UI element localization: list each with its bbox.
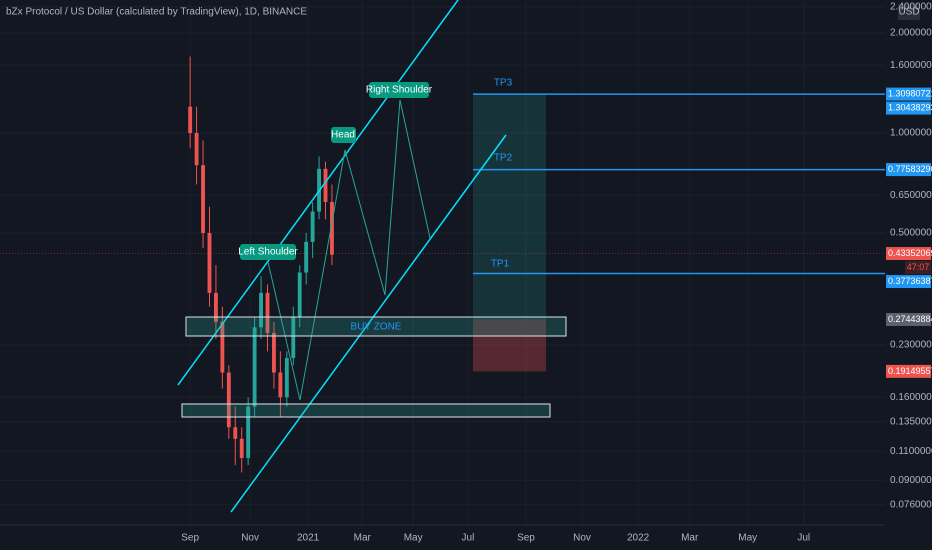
annotation-bg	[369, 82, 429, 98]
price-label: 1.30438293	[888, 102, 932, 112]
tp-label: TP2	[494, 153, 513, 164]
y-tick-label: 0.16000000	[890, 392, 932, 403]
price-label-bg	[886, 101, 931, 115]
y-tick-label: 0.11000000	[890, 446, 932, 457]
y-tick-label: 0.09000000	[890, 475, 932, 486]
candle-body	[226, 372, 231, 428]
y-tick-label: 0.50000000	[890, 228, 932, 239]
candle-body	[291, 316, 296, 359]
price-label-bg	[886, 275, 931, 289]
x-tick-label: Jul	[797, 533, 810, 544]
candle-body	[252, 327, 257, 407]
price-label-bg	[886, 163, 931, 177]
channel-lower	[230, 134, 507, 513]
price-label: 0.43352069	[888, 248, 932, 258]
y-tick-label: 1.60000000	[890, 60, 932, 71]
countdown-bg	[905, 261, 931, 275]
y-tick-label: 2.00000000	[890, 28, 932, 39]
tp-label: TP1	[491, 259, 510, 270]
x-tick-label: Jul	[462, 533, 475, 544]
annotation: Head	[331, 130, 355, 141]
x-tick-label: 2021	[297, 533, 320, 544]
candle-body	[330, 201, 334, 255]
price-label-bg	[886, 312, 931, 326]
candle-body	[323, 168, 328, 202]
price-label-bg	[886, 247, 931, 261]
countdown: 47:07	[907, 262, 930, 272]
buy-zone-label: BUY ZONE	[351, 322, 402, 333]
y-tick-label: 0.13500000	[890, 416, 932, 427]
x-tick-label: May	[738, 533, 757, 544]
candle-body	[194, 133, 199, 166]
candle-body	[246, 406, 251, 459]
axis-labels: 2.40000000 2.00000000 1.60000000 1.00000000…	[181, 1, 932, 543]
price-label-bg	[886, 87, 931, 101]
x-tick-label: 2022	[627, 533, 650, 544]
candle-body	[233, 427, 238, 439]
y-tick-label: 0.07600000	[890, 499, 932, 510]
profit-zone	[473, 94, 546, 320]
candle-body	[297, 272, 302, 317]
candle-body	[220, 321, 225, 373]
y-tick-label: 1.00000000	[890, 128, 932, 139]
candle-body	[188, 106, 193, 134]
y-tick-label: 2.40000000	[890, 1, 932, 12]
candle-body	[207, 232, 212, 293]
candle-body	[304, 241, 309, 273]
chart-title: bZx Protocol / US Dollar (calculated by …	[6, 7, 307, 18]
candle-body	[272, 332, 276, 373]
currency-badge	[898, 4, 920, 20]
candle-body	[265, 292, 270, 333]
price-label-bg	[886, 364, 931, 378]
x-tick-label: May	[404, 533, 423, 544]
currency: USD	[898, 7, 919, 18]
x-tick-label: Nov	[241, 533, 259, 544]
support-box	[181, 403, 551, 418]
price-label: 0.19149557	[888, 366, 932, 376]
position-box	[0, 93, 885, 372]
annotation: Left Shoulder	[238, 247, 298, 258]
candle-body	[239, 438, 244, 459]
annotation-bg	[331, 127, 356, 143]
channel-upper	[177, 0, 459, 386]
candle-body	[278, 372, 283, 398]
x-tick-label: Nov	[573, 533, 591, 544]
pattern-line	[267, 99, 431, 401]
candle-body	[201, 165, 205, 233]
x-tick-label: Mar	[354, 533, 372, 544]
candle-body	[284, 358, 289, 398]
tp-label: TP3	[494, 78, 513, 89]
y-tick-label: 0.65000000	[890, 190, 932, 201]
x-tick-label: Sep	[181, 533, 199, 544]
price-label: 0.77583290	[888, 164, 932, 174]
annotation: Right Shoulder	[366, 85, 433, 96]
y-tick-label: 0.23000000	[890, 340, 932, 351]
candle-body	[259, 292, 263, 328]
x-tick-label: Mar	[681, 533, 699, 544]
x-tick-label: Sep	[517, 533, 535, 544]
price-label: 0.27443884	[888, 314, 932, 324]
buy-zone-box	[185, 316, 567, 337]
candle-body	[213, 292, 218, 322]
candle-body	[310, 211, 315, 242]
price-label: 1.30980721	[888, 88, 932, 98]
drawings: BUY ZONE Left Shoulder Head Right Should…	[177, 0, 567, 513]
loss-zone	[473, 319, 546, 372]
price-label: 0.37736387	[888, 276, 932, 286]
annotation-bg	[240, 244, 296, 260]
